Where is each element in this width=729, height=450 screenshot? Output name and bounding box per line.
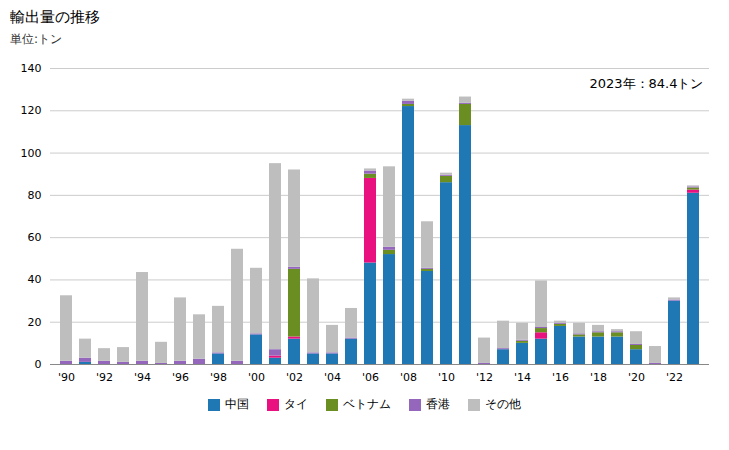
html-text:ベトナム: ベトナム <box>343 397 391 411</box>
svg-text:'20: '20 <box>628 371 645 384</box>
svg-text:'16: '16 <box>552 371 569 384</box>
svg-text:120: 120 <box>21 104 42 117</box>
svg-text:80: 80 <box>28 189 42 202</box>
svg-text:40: 40 <box>28 273 42 286</box>
svg-text:'90: '90 <box>58 371 75 384</box>
html-text:輸出量の推移: 輸出量の推移 <box>10 8 100 26</box>
svg-text:'18: '18 <box>590 371 607 384</box>
html-text:単位:トン: 単位:トン <box>10 32 62 46</box>
svg-text:'14: '14 <box>514 371 531 384</box>
svg-text:2023年：84.4トン: 2023年：84.4トン <box>589 76 703 91</box>
html-text:香港: 香港 <box>426 397 450 411</box>
svg-text:'96: '96 <box>172 371 189 384</box>
svg-text:0: 0 <box>35 358 42 371</box>
svg-text:100: 100 <box>21 147 42 160</box>
svg-text:'08: '08 <box>400 371 417 384</box>
svg-text:'94: '94 <box>134 371 151 384</box>
svg-text:'92: '92 <box>96 371 113 384</box>
html-text:その他: その他 <box>485 397 521 411</box>
svg-text:'06: '06 <box>362 371 379 384</box>
svg-text:'12: '12 <box>476 371 493 384</box>
svg-text:'00: '00 <box>248 371 265 384</box>
svg-text:140: 140 <box>21 62 42 75</box>
svg-text:'02: '02 <box>286 371 303 384</box>
html-text:タイ: タイ <box>284 397 308 411</box>
svg-text:'10: '10 <box>438 371 455 384</box>
svg-text:20: 20 <box>28 316 42 329</box>
svg-text:'98: '98 <box>210 371 227 384</box>
svg-text:60: 60 <box>28 231 42 244</box>
svg-text:'04: '04 <box>324 371 341 384</box>
svg-text:'22: '22 <box>666 371 683 384</box>
html-text:中国: 中国 <box>225 397 249 411</box>
